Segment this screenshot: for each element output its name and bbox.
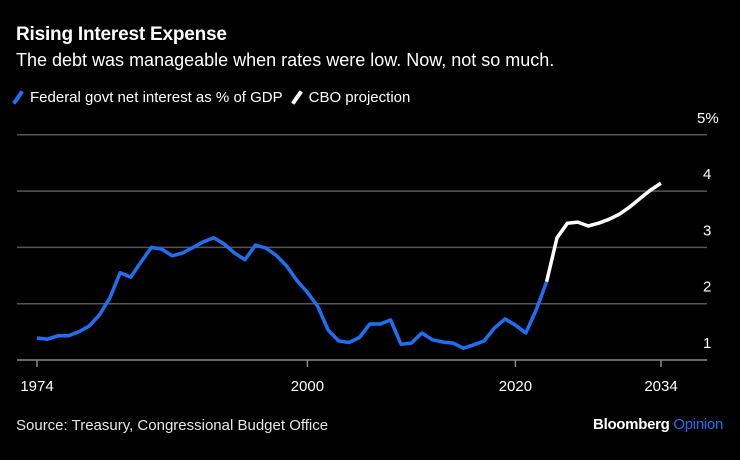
chart-subtitle: The debt was manageable when rates were … [16,50,555,70]
legend-label: Federal govt net interest as % of GDP [30,89,283,106]
legend-item-net-interest: Federal govt net interest as % of GDP [12,89,283,106]
chart-title: Rising Interest Expense [16,24,227,45]
x-tick-label: 2020 [499,378,532,395]
x-tick-label: 2034 [644,378,677,395]
brand-suffix: Opinion [673,416,723,433]
source-note: Source: Treasury, Congressional Budget O… [16,417,329,434]
legend-label: CBO projection [308,89,411,106]
y-tick-label: 1 [703,335,711,352]
x-tick-label: 1974 [20,378,53,395]
series-line-net-interest [36,236,549,350]
y-tick-label: 4 [703,166,711,183]
x-tick-label: 2000 [291,378,324,395]
brand-logo: Bloomberg Opinion [593,416,723,433]
y-tick-label: 3 [703,222,711,239]
brand-name: Bloomberg [593,416,670,433]
y-tick-label: 2 [703,279,711,296]
series-line-cbo-projection [544,181,662,283]
y-tick-label: 5% [697,110,719,127]
legend: Federal govt net interest as % of GDP CB… [12,89,422,106]
legend-item-cbo-projection: CBO projection [290,89,411,106]
